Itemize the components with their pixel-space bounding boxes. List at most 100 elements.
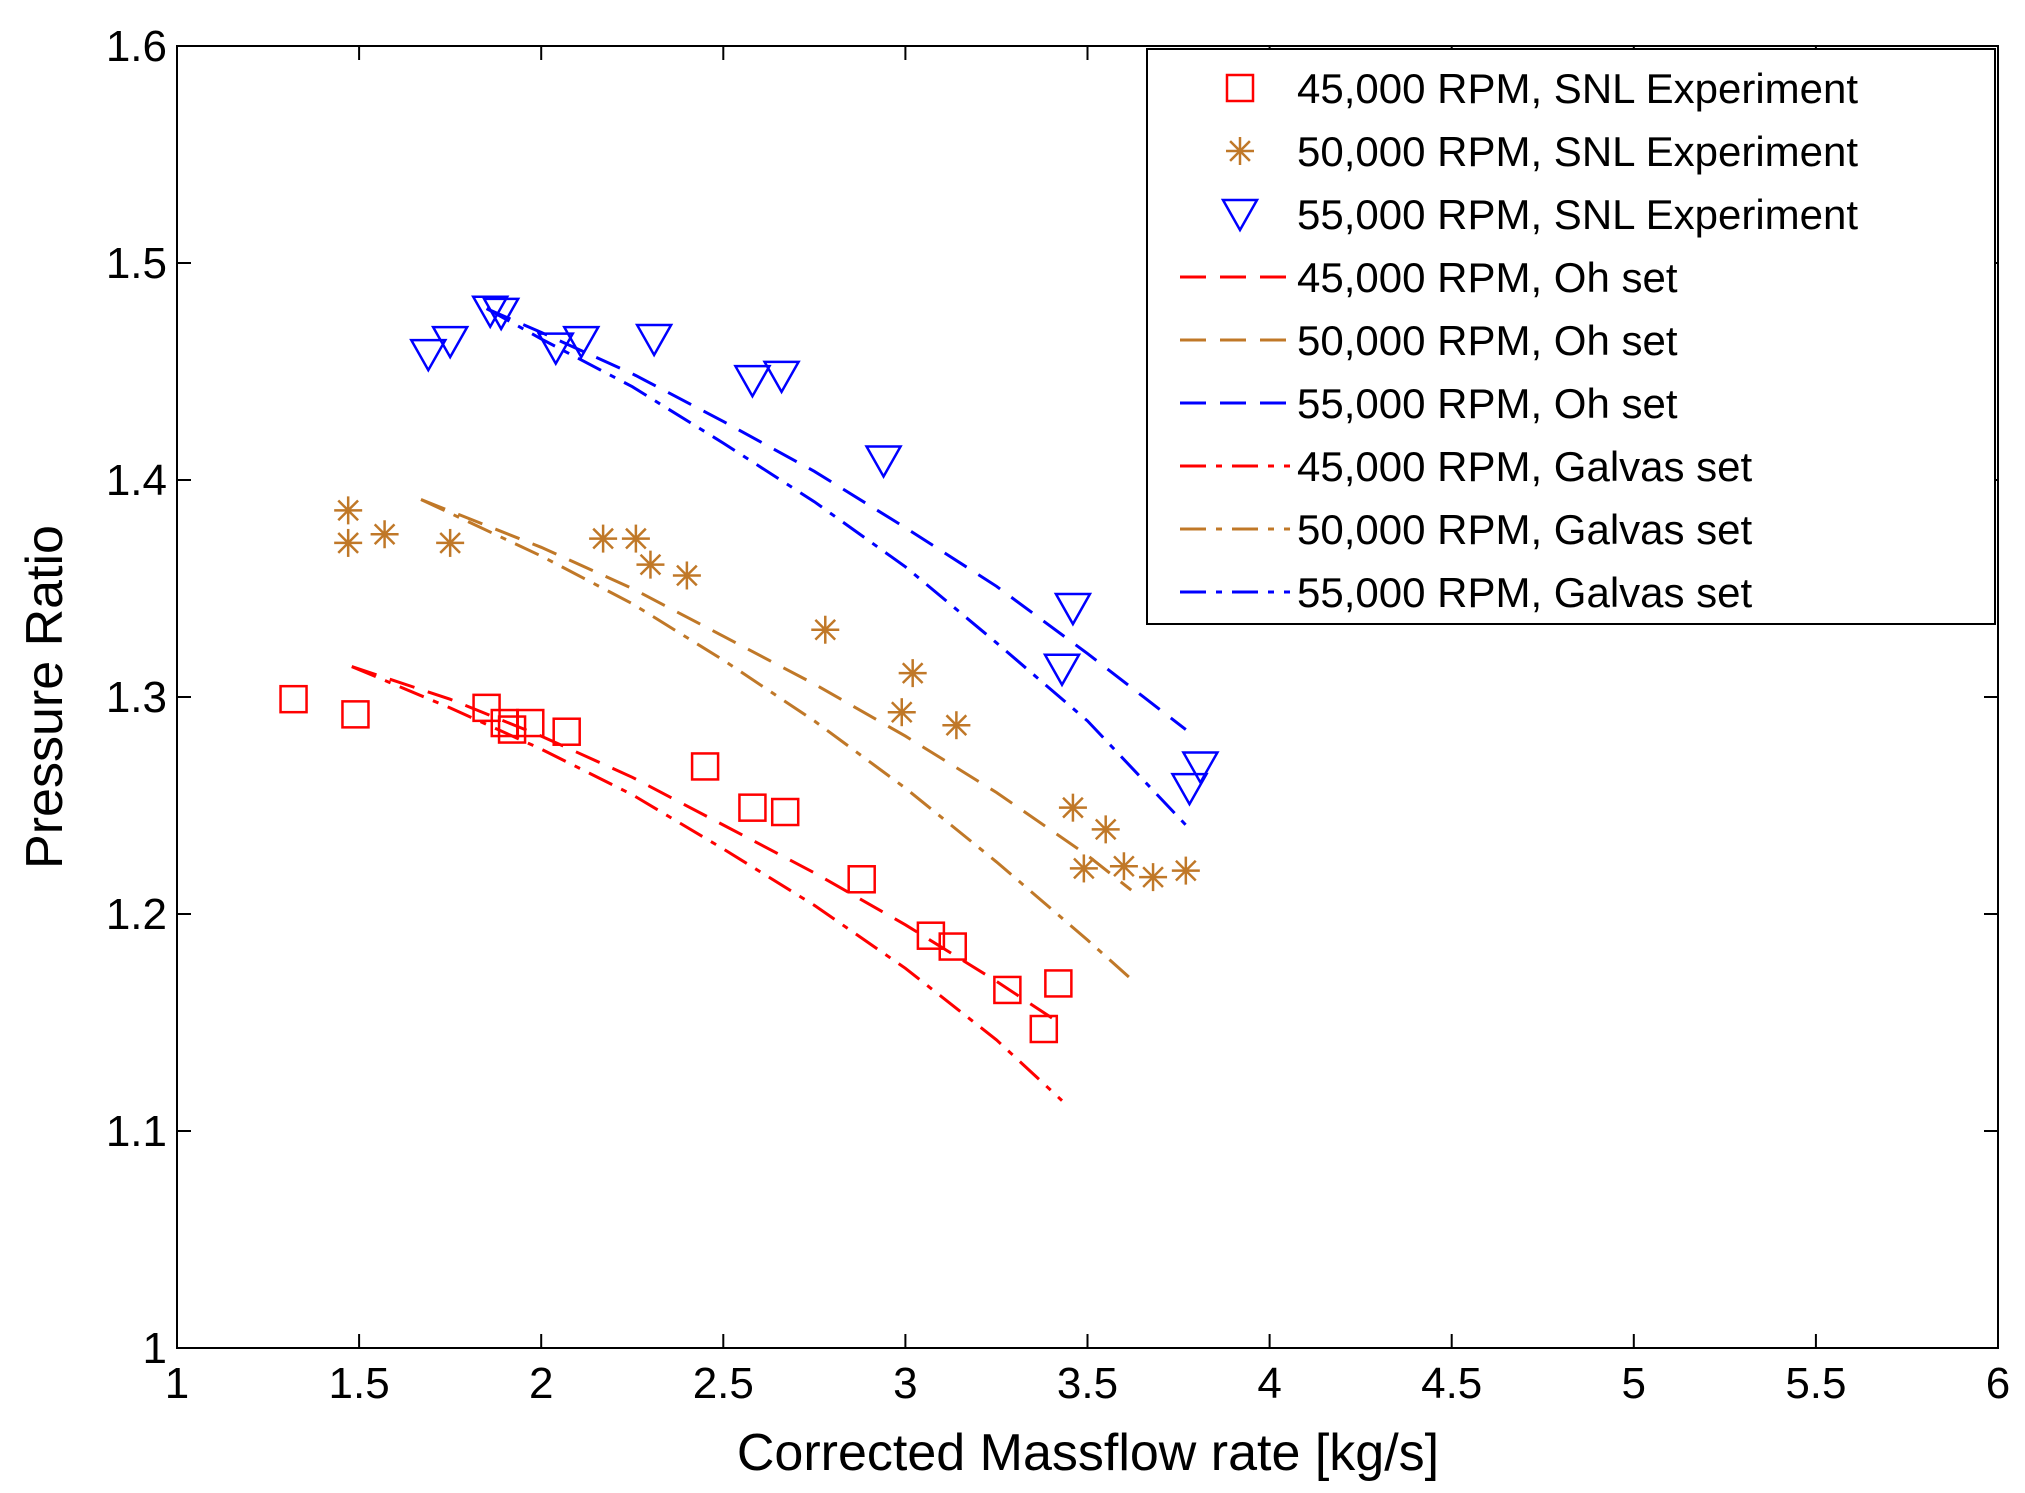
data-point-shape <box>1044 969 1073 998</box>
data-point-stroke-d2 <box>1175 859 1197 882</box>
data-point <box>409 338 448 373</box>
data-point-shape <box>481 297 521 332</box>
data-point <box>887 698 916 727</box>
data-point <box>1139 863 1168 892</box>
x-tick-label: 6 <box>1986 1359 2010 1408</box>
data-point-shape <box>562 325 601 360</box>
x-tick-label: 4 <box>1257 1359 1281 1408</box>
data-point <box>1058 793 1087 822</box>
legend-marker <box>1226 137 1254 165</box>
data-point <box>762 360 801 395</box>
series-6 <box>486 307 1187 731</box>
data-point-shape <box>552 717 581 746</box>
data-point <box>516 708 545 738</box>
data-point-shape <box>471 295 510 330</box>
data-point-shape <box>409 338 448 373</box>
data-point-shape <box>1170 772 1209 807</box>
data-point <box>634 323 674 358</box>
legend: 45,000 RPM, SNL Experiment 50,000 RPM, SN… <box>1146 48 1996 625</box>
legend-entry: 55,000 RPM, Galvas set <box>1180 569 1753 616</box>
data-point-shape <box>770 797 800 827</box>
data-point <box>898 659 927 688</box>
x-tick-label: 5 <box>1622 1359 1646 1408</box>
data-point-shape <box>1181 751 1220 785</box>
data-point-shape <box>536 332 575 367</box>
y-tick-label: 1.4 <box>106 456 167 505</box>
data-point <box>738 793 767 822</box>
legend-label: 45,000 RPM, SNL Experiment <box>1297 65 1858 112</box>
data-point <box>471 295 510 330</box>
x-tick-label: 2.5 <box>693 1359 754 1408</box>
y-axis-ticks: 1 1.1 1.2 1.3 1.4 1.5 1.6 <box>106 22 1998 1373</box>
x-tick-label: 1 <box>165 1359 189 1408</box>
data-point-shape <box>916 921 946 950</box>
legend-label: 50,000 RPM, SNL Experiment <box>1297 128 1858 175</box>
series-4 <box>351 665 1063 1026</box>
x-tick-label: 3.5 <box>1057 1359 1118 1408</box>
data-point-shape <box>1029 1014 1059 1044</box>
data-point <box>436 528 465 557</box>
series-line <box>351 665 1063 1026</box>
data-point-stroke-d2 <box>1062 796 1084 819</box>
data-point <box>334 496 363 525</box>
data-point-shape <box>516 708 545 738</box>
x-tick-label: 3 <box>893 1359 917 1408</box>
series-line <box>420 498 1133 981</box>
data-point <box>864 445 903 480</box>
legend-label: 55,000 RPM, Oh set <box>1297 380 1678 427</box>
data-point-shape <box>634 323 674 358</box>
legend-label: 55,000 RPM, SNL Experiment <box>1297 191 1858 238</box>
y-tick-label: 1.1 <box>106 1107 167 1156</box>
x-tick-label: 4.5 <box>1421 1359 1482 1408</box>
x-axis-ticks: 1 1.5 2 2.5 3 3.5 4 4.5 5 5.5 6 <box>165 46 2010 1408</box>
y-tick-label: 1 <box>143 1324 167 1373</box>
data-point-shape <box>762 360 801 395</box>
data-point-shape <box>690 752 720 781</box>
x-axis-title: Corrected Massflow rate [kg/s] <box>737 1424 1439 1482</box>
data-point <box>916 921 946 950</box>
data-point-stroke-d2 <box>1142 866 1164 888</box>
legend-label: 45,000 RPM, Oh set <box>1297 254 1678 301</box>
legend-entry: 45,000 RPM, SNL Experiment <box>1225 65 1858 112</box>
series-8 <box>420 498 1133 981</box>
legend-entry: 50,000 RPM, Galvas set <box>1180 506 1753 553</box>
data-point-stroke-d2 <box>373 523 396 546</box>
data-point <box>536 332 575 367</box>
legend-entry: 55,000 RPM, Oh set <box>1180 380 1678 427</box>
data-point <box>562 325 601 360</box>
data-point <box>431 325 470 360</box>
data-point <box>1109 852 1138 881</box>
data-point-stroke-d2 <box>676 564 698 587</box>
data-point <box>690 752 720 781</box>
data-point <box>1042 653 1082 688</box>
legend-marker <box>1225 73 1255 103</box>
data-point <box>1181 751 1220 785</box>
data-point-shape <box>738 793 767 822</box>
x-tick-label: 1.5 <box>329 1359 390 1408</box>
data-point-stroke-d2 <box>439 532 461 554</box>
legend-marker-shape <box>1220 198 1260 233</box>
legend-label: 45,000 RPM, Galvas set <box>1297 443 1753 490</box>
legend-marker-stroke-d2 <box>1229 140 1251 162</box>
data-point-shape <box>279 684 308 714</box>
series-line <box>486 307 1187 731</box>
legend-entry: 45,000 RPM, Oh set <box>1180 254 1678 301</box>
legend-entry: 50,000 RPM, Oh set <box>1180 317 1678 364</box>
data-point-shape <box>864 445 903 480</box>
data-point-stroke-d2 <box>945 714 968 736</box>
data-point-shape <box>993 975 1022 1005</box>
data-point-stroke-d2 <box>1113 855 1135 878</box>
data-point <box>552 717 581 746</box>
y-tick-label: 1.6 <box>106 22 167 71</box>
data-point <box>993 975 1022 1005</box>
y-tick-label: 1.3 <box>106 673 167 722</box>
series-3 <box>409 295 1220 807</box>
data-point <box>279 684 308 714</box>
series-line <box>420 498 1133 892</box>
plot-content <box>279 295 1220 1102</box>
data-point <box>942 711 971 740</box>
data-point-stroke-d2 <box>592 527 614 550</box>
data-point <box>481 297 521 332</box>
data-point <box>589 524 618 553</box>
